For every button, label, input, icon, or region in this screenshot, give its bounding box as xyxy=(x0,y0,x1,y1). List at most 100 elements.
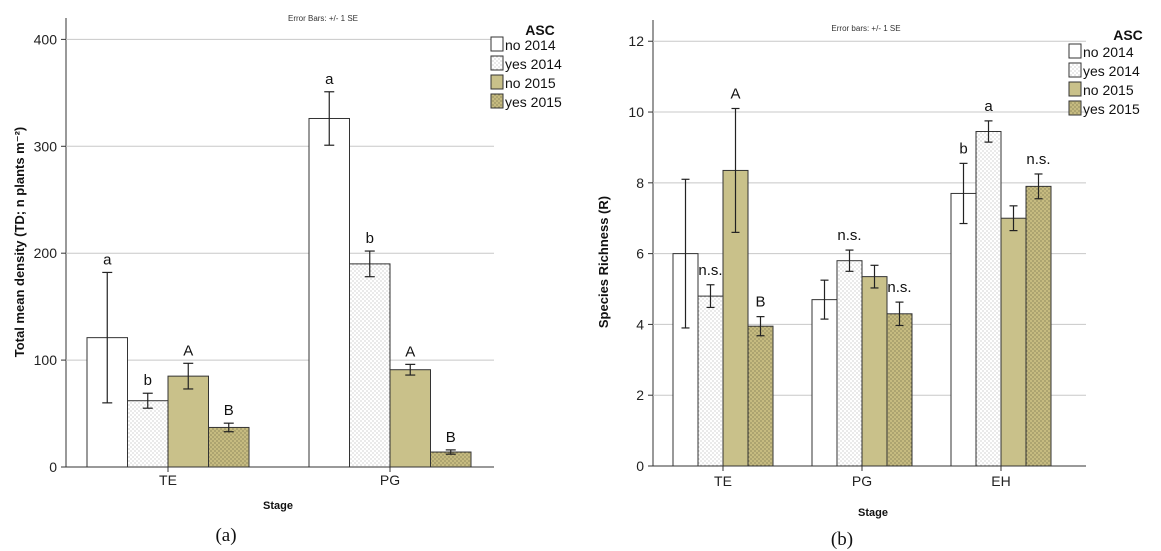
chart-b-legend-label: yes 2015 xyxy=(1083,101,1140,117)
chart-b-bar-eh-no-2014 xyxy=(950,192,977,467)
chart-a-error-bar xyxy=(142,392,153,409)
chart-b-error-bar xyxy=(706,284,715,309)
chart-a-error-bar xyxy=(364,250,375,278)
chart-b-annotation: A xyxy=(730,85,740,102)
chart-b-legend-label: yes 2014 xyxy=(1083,63,1140,79)
chart-a-error-bar xyxy=(324,91,335,146)
chart-a-significance-label: B xyxy=(224,402,234,419)
chart-b-bar-pg-yes-2015 xyxy=(886,313,913,467)
chart-a-significance-label: b xyxy=(366,230,374,247)
chart-b-annotation: n.s. xyxy=(887,279,911,296)
chart-b-bar-eh-no-2015 xyxy=(1000,217,1027,467)
chart-a-legend-label: no 2014 xyxy=(505,37,556,53)
chart-b-bar-eh-yes-2014 xyxy=(975,131,1002,467)
chart-b-error-bar xyxy=(756,316,765,337)
chart-a-legend-swatch xyxy=(490,93,504,109)
chart-a-ylabel: Total mean density (TD; n plants m⁻²) xyxy=(12,127,27,358)
chart-b-error-bar xyxy=(895,301,904,327)
chart-b-bar-te-yes-2014 xyxy=(697,295,724,467)
chart-b-caption: (b) xyxy=(831,529,853,550)
chart-a-legend-item: yes 2014 xyxy=(490,55,562,72)
chart-b-bar-pg-yes-2014 xyxy=(836,260,863,467)
chart-a-legend-label: yes 2014 xyxy=(505,56,562,72)
chart-b-error-bar xyxy=(984,120,993,143)
chart-a-legend-item: yes 2015 xyxy=(490,93,562,110)
chart-b-annotation: n.s. xyxy=(837,227,861,244)
chart-b-error-bar xyxy=(681,178,690,329)
chart-a-significance-label: a xyxy=(325,71,334,88)
chart-b-error-bar xyxy=(870,264,879,289)
chart-a-ytick-label: 100 xyxy=(34,352,58,368)
chart-b-annotation: n.s. xyxy=(698,262,722,279)
chart-b-legend-swatch xyxy=(1068,100,1082,116)
chart-a-legend-label: yes 2015 xyxy=(505,94,562,110)
chart-b-error-bar xyxy=(959,162,968,225)
chart-b-legend-item: yes 2014 xyxy=(1068,62,1140,79)
chart-b-ytick-label: 4 xyxy=(636,316,644,332)
chart-a-legend-swatch xyxy=(490,74,504,90)
chart-b-xlabel: Stage xyxy=(858,507,888,519)
chart-b-xtick-label: TE xyxy=(714,473,732,489)
chart-b-legend-item: no 2015 xyxy=(1068,81,1134,98)
chart-a: Error Bars: +/- 1 SE 0 100 200 300 400 a b A Ba… xyxy=(12,14,562,546)
chart-b: Error bars: +/- 1 SE 0 2 4 6 8 10 12 n.s. A Bn.s… xyxy=(596,20,1143,550)
chart-a-legend-item: no 2015 xyxy=(490,74,556,91)
chart-b-ytick-label: 12 xyxy=(628,33,644,49)
chart-b-legend-swatch xyxy=(1068,43,1082,59)
chart-b-bar-te-yes-2015 xyxy=(747,325,774,467)
chart-b-ytick-label: 10 xyxy=(628,104,644,120)
chart-b-error-bar xyxy=(731,107,740,233)
chart-a-legend-title: ASC xyxy=(525,22,555,38)
chart-a-error-bar xyxy=(445,449,456,455)
chart-a-bar-te-yes-2014 xyxy=(127,400,169,468)
chart-a-bar-te-yes-2015 xyxy=(208,426,250,468)
chart-a-legend: ASC no 2014 yes 2014 no 2015 yes 2015 xyxy=(490,22,562,110)
chart-a-ytick-label: 0 xyxy=(49,459,57,475)
chart-a-bar-pg-no-2015 xyxy=(389,369,431,468)
chart-b-bar-pg-no-2014 xyxy=(811,299,838,467)
chart-b-annotation: B xyxy=(755,294,765,311)
chart-b-ytick-label: 8 xyxy=(636,175,644,191)
chart-a-error-bar xyxy=(102,271,113,404)
chart-b-annotation: a xyxy=(984,98,993,115)
chart-a-significance-label: b xyxy=(144,372,152,389)
chart-a-legend-label: no 2015 xyxy=(505,75,556,91)
chart-b-xtick-label: EH xyxy=(991,473,1010,489)
chart-b-bar-eh-yes-2015 xyxy=(1025,185,1052,467)
chart-b-legend-swatch xyxy=(1068,62,1082,78)
chart-b-legend-item: yes 2015 xyxy=(1068,100,1140,117)
chart-b-legend-label: no 2014 xyxy=(1083,44,1134,60)
chart-b-annotation: b xyxy=(959,140,967,157)
chart-a-bar-pg-yes-2014 xyxy=(349,263,391,468)
chart-a-error-note: Error Bars: +/- 1 SE xyxy=(288,14,358,23)
chart-b-error-note: Error bars: +/- 1 SE xyxy=(831,24,900,33)
chart-b-ytick-label: 6 xyxy=(636,246,644,262)
chart-b-ytick-label: 2 xyxy=(636,387,644,403)
chart-b-ytick-label: 0 xyxy=(636,458,644,474)
chart-a-significance-label: A xyxy=(405,343,415,360)
chart-b-legend-swatch xyxy=(1068,81,1082,97)
chart-b-bar-pg-no-2015 xyxy=(861,276,888,467)
chart-a-xlabel: Stage xyxy=(263,500,293,512)
chart-a-error-bar xyxy=(223,422,234,433)
chart-a-significance-label: B xyxy=(446,429,456,446)
chart-a-bar-pg-no-2014 xyxy=(308,117,350,468)
chart-a-xtick-label: PG xyxy=(380,472,400,488)
chart-a-legend-swatch xyxy=(490,36,504,52)
chart-a-xtick-label: TE xyxy=(159,472,177,488)
chart-b-error-bar xyxy=(820,279,829,320)
chart-b-xtick-label: PG xyxy=(852,473,872,489)
chart-b-legend: ASC no 2014 yes 2014 no 2015 yes 2015 xyxy=(1068,27,1143,117)
chart-a-legend-item: no 2014 xyxy=(490,36,556,53)
chart-a-significance-label: a xyxy=(103,251,112,268)
chart-b-annotation: n.s. xyxy=(1026,151,1050,168)
chart-a-significance-label: A xyxy=(183,342,193,359)
chart-b-error-bar xyxy=(1034,173,1043,200)
chart-b-ylabel: Species Richness (R) xyxy=(596,196,611,328)
chart-b-legend-item: no 2014 xyxy=(1068,43,1134,60)
chart-a-ytick-label: 300 xyxy=(34,138,58,154)
chart-b-legend-label: no 2015 xyxy=(1083,82,1134,98)
chart-a-error-bar xyxy=(405,363,416,376)
chart-b-error-bar xyxy=(845,249,854,272)
